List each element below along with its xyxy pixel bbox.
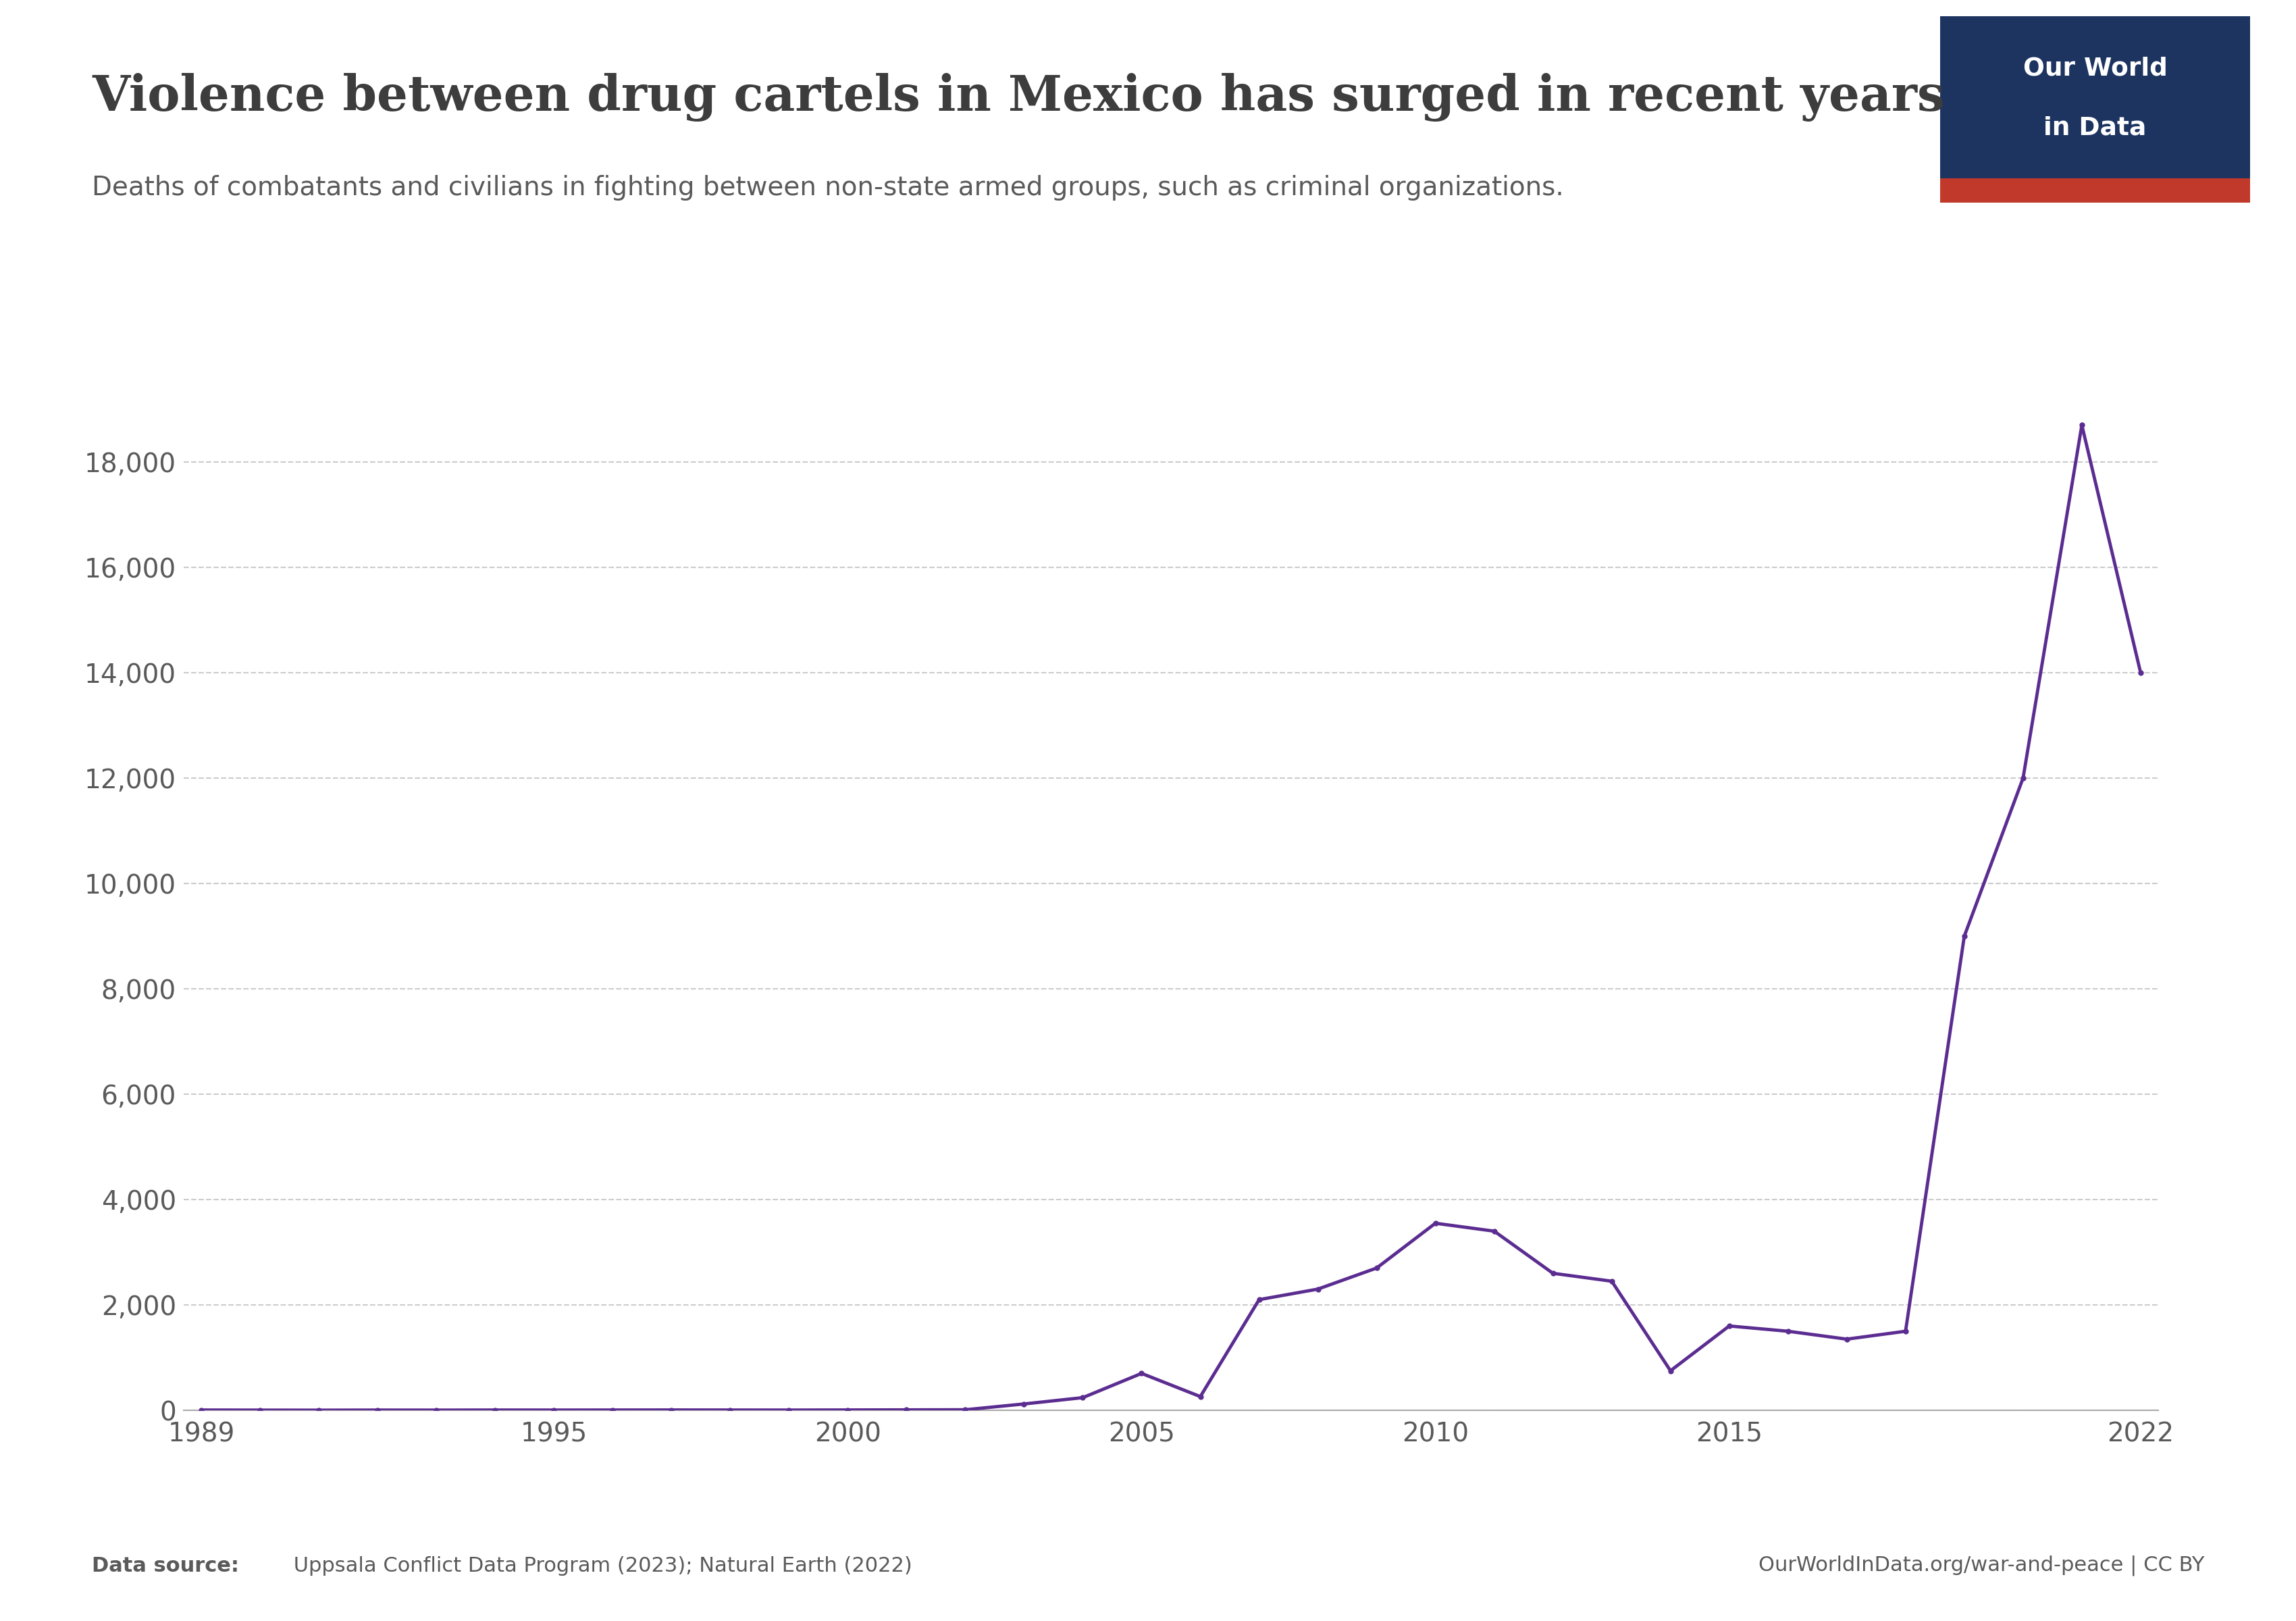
FancyBboxPatch shape [1940,16,2250,203]
Text: in Data: in Data [2043,115,2147,139]
Text: Uppsala Conflict Data Program (2023); Natural Earth (2022): Uppsala Conflict Data Program (2023); Na… [287,1556,912,1576]
Text: Our World: Our World [2023,57,2167,81]
Text: Violence between drug cartels in Mexico has surged in recent years: Violence between drug cartels in Mexico … [92,73,1945,122]
Text: Data source:: Data source: [92,1556,239,1576]
Text: Deaths of combatants and civilians in fighting between non-state armed groups, s: Deaths of combatants and civilians in fi… [92,175,1564,201]
FancyBboxPatch shape [1940,178,2250,203]
Text: OurWorldInData.org/war-and-peace | CC BY: OurWorldInData.org/war-and-peace | CC BY [1759,1555,2204,1576]
